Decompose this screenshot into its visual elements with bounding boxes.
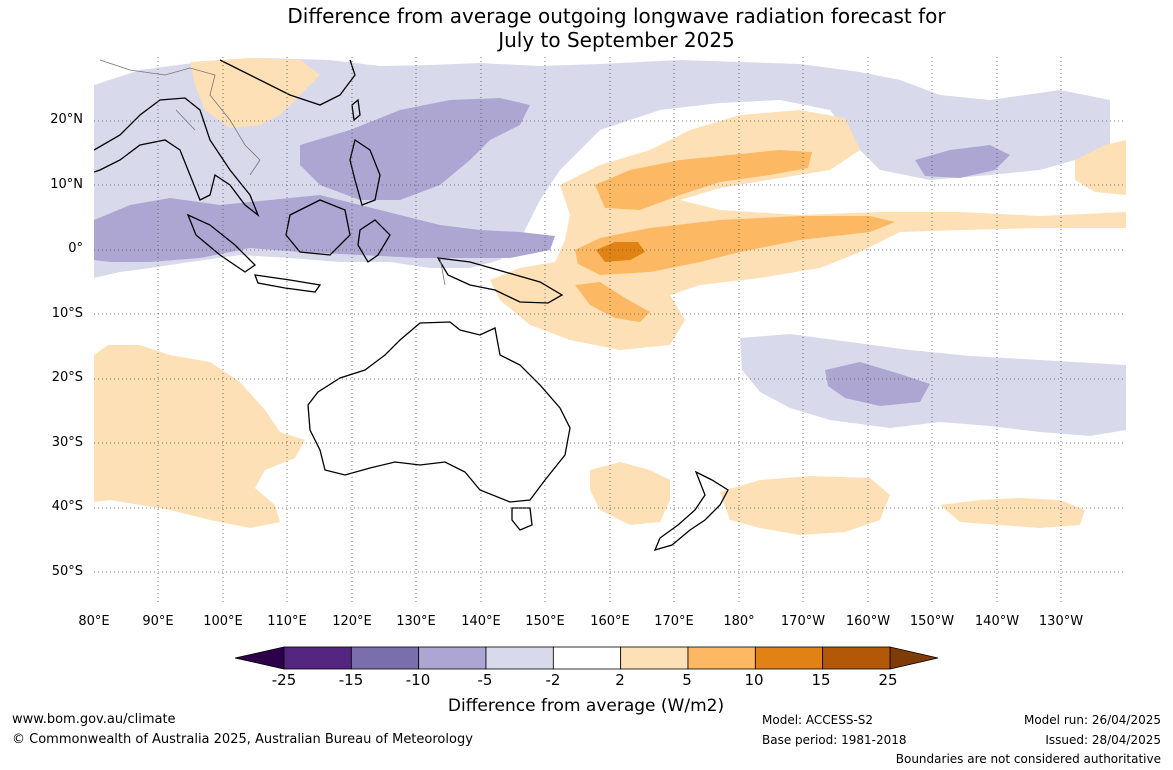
colorbar-label: 25	[878, 671, 898, 689]
lon-label-120e: 120°E	[332, 614, 372, 629]
colorbar-over-arrow	[889, 646, 939, 670]
negative-anomaly-south-central-pacific	[825, 362, 930, 406]
borneo-outline	[285, 199, 351, 256]
lon-label-90e: 90°E	[142, 614, 174, 629]
lon-label-180: 180°	[723, 614, 755, 629]
negative-anomaly-south-pacific	[740, 334, 1126, 436]
lat-label-10n: 10°N	[50, 177, 83, 192]
positive-anomaly-far-south-east	[940, 498, 1085, 528]
colorbar-segment	[485, 646, 554, 670]
lat-label-0: 0°	[68, 241, 83, 256]
sulawesi-outline	[357, 219, 391, 263]
lon-label-140e: 140°E	[461, 614, 501, 629]
positive-anomaly-tasman-sea	[590, 462, 670, 525]
new-guinea-outline	[436, 257, 564, 304]
colorbar-label: 2	[615, 671, 625, 689]
colorbar-segment	[822, 646, 891, 670]
lon-label-160w: 160°W	[845, 614, 891, 629]
colorbar-segment	[418, 646, 487, 670]
colorbar-segment	[754, 646, 824, 670]
colorbar-label: -5	[477, 671, 493, 689]
positive-anomaly-core-equator	[575, 216, 895, 275]
lon-label-130w: 130°W	[1038, 614, 1084, 629]
philippines-outline	[349, 138, 381, 206]
lon-label-150e: 150°E	[525, 614, 565, 629]
colorbar-label: 10	[744, 671, 764, 689]
title-line-1: Difference from average outgoing longwav…	[287, 4, 946, 28]
lat-label-40s: 40°S	[51, 499, 83, 514]
model-name: Model: ACCESS-S2	[762, 713, 874, 727]
new-zealand-outline	[653, 470, 729, 552]
lon-label-160e: 160°E	[590, 614, 630, 629]
colorbar-segment	[620, 646, 689, 670]
lat-label-20s: 20°S	[51, 370, 83, 385]
graticule	[94, 57, 1126, 605]
map-title: Difference from average outgoing longwav…	[0, 4, 1173, 52]
colorbar-label: -10	[405, 671, 431, 689]
java-outline	[254, 274, 322, 293]
colorbar-title: Difference from average (W/m2)	[447, 696, 725, 716]
taiwan-outline	[351, 98, 361, 122]
asia-mainland-outline	[94, 59, 356, 217]
lon-label-110e: 110°E	[267, 614, 307, 629]
colorbar-label: -25	[271, 671, 297, 689]
positive-anomaly-indian-ocean	[94, 345, 305, 528]
lat-label-50s: 50°S	[51, 564, 83, 579]
lat-label-30s: 30°S	[51, 435, 83, 450]
positive-anomaly-solomon	[575, 282, 650, 322]
issued-date: Issued: 28/04/2025	[1045, 733, 1161, 747]
colorbar-label: 5	[682, 671, 692, 689]
colorbar	[234, 646, 939, 670]
borders	[99, 59, 446, 286]
boundary-disclaimer: Boundaries are not considered authoritat…	[895, 752, 1161, 766]
lat-label-10s: 10°S	[51, 306, 83, 321]
country-borders	[99, 59, 446, 286]
negative-anomaly-central-north-pacific	[915, 145, 1010, 178]
colorbar-under-arrow	[234, 646, 285, 670]
website-link[interactable]: www.bom.gov.au/climate	[12, 712, 176, 727]
colorbar-label: -2	[545, 671, 561, 689]
negative-anomaly-south-china-sea	[300, 98, 530, 200]
sumatra-outline	[186, 213, 257, 273]
model-run-date: Model run: 26/04/2025	[1023, 713, 1161, 727]
lon-label-140w: 140°W	[974, 614, 1020, 629]
colorbar-segment	[687, 646, 756, 670]
title-line-2: July to September 2025	[498, 28, 735, 52]
positive-anomaly-east-north-pacific	[1075, 140, 1126, 195]
colorbar-segment	[283, 646, 352, 670]
colorbar-label: 15	[811, 671, 831, 689]
lon-label-100e: 100°E	[203, 614, 243, 629]
lon-label-170w: 170°W	[780, 614, 826, 629]
copyright-text: © Commonwealth of Australia 2025, Austra…	[12, 732, 473, 747]
anomaly-fields	[94, 58, 1126, 535]
colorbar-segment	[350, 646, 420, 670]
colorbar-segment	[552, 646, 622, 670]
lat-label-20n: 20°N	[50, 112, 83, 127]
lon-label-150w: 150°W	[909, 614, 955, 629]
positive-anomaly-max	[596, 242, 645, 262]
positive-anomaly-core-north	[595, 150, 812, 210]
base-period: Base period: 1981-2018	[762, 733, 907, 747]
lon-label-130e: 130°E	[396, 614, 436, 629]
positive-anomaly-south-pacific	[720, 476, 890, 535]
colorbar-label: -15	[338, 671, 364, 689]
tasmania-outline	[511, 507, 533, 531]
lon-label-170e: 170°E	[654, 614, 694, 629]
australia-outline	[307, 321, 571, 503]
lon-label-80e: 80°E	[78, 614, 110, 629]
